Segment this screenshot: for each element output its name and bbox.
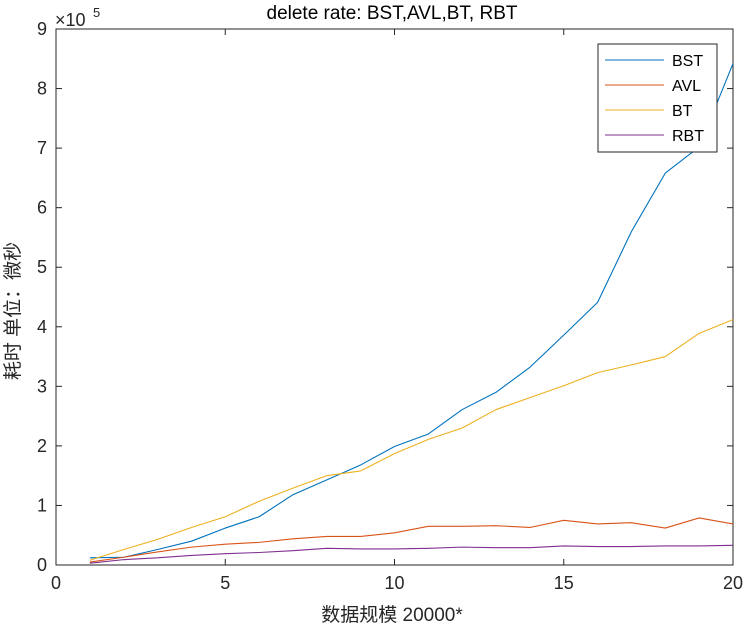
legend-box [597, 43, 718, 153]
chart-title: delete rate: BST,AVL,BT, RBT [267, 3, 518, 24]
y-axis-label: 耗时 单位：微秒 [2, 242, 24, 380]
x-axis-label: 数据规模 20000* [321, 604, 463, 626]
y-tick-label: 9 [37, 19, 47, 39]
x-tick-label: 20 [723, 573, 743, 593]
x-tick-label: 0 [51, 573, 61, 593]
y-tick-label: 6 [37, 198, 47, 218]
y-axis-exponent-base: ×10 [55, 10, 86, 30]
y-axis-exponent-power: 5 [93, 5, 100, 20]
series-layer [89, 63, 734, 564]
axes: 0 5 10 15 20 0 1 2 3 4 5 6 7 8 9 [37, 19, 743, 593]
y-axis-exponent: ×10 5 [55, 5, 100, 30]
series-line-bst [89, 63, 734, 559]
legend-label-avl: AVL [672, 78, 701, 95]
legend: BST AVL BT RBT [597, 43, 718, 153]
y-tick-label: 8 [37, 79, 47, 99]
legend-label-bst: BST [672, 53, 703, 70]
x-tick-label: 15 [554, 573, 574, 593]
y-tick-label: 2 [37, 436, 47, 456]
y-tick-label: 1 [37, 495, 47, 515]
series-line-avl [89, 517, 734, 563]
y-tick-label: 5 [37, 257, 47, 277]
legend-label-rbt: RBT [672, 128, 704, 145]
y-tick-label: 0 [37, 555, 47, 575]
series-line-bt [89, 319, 734, 561]
y-tick-label: 4 [37, 317, 47, 337]
x-tick-label: 5 [220, 573, 230, 593]
legend-label-bt: BT [672, 103, 693, 120]
x-tick-label: 10 [384, 573, 404, 593]
y-tick-label: 7 [37, 138, 47, 158]
series-line-rbt [89, 544, 734, 564]
y-tick-label: 3 [37, 376, 47, 396]
